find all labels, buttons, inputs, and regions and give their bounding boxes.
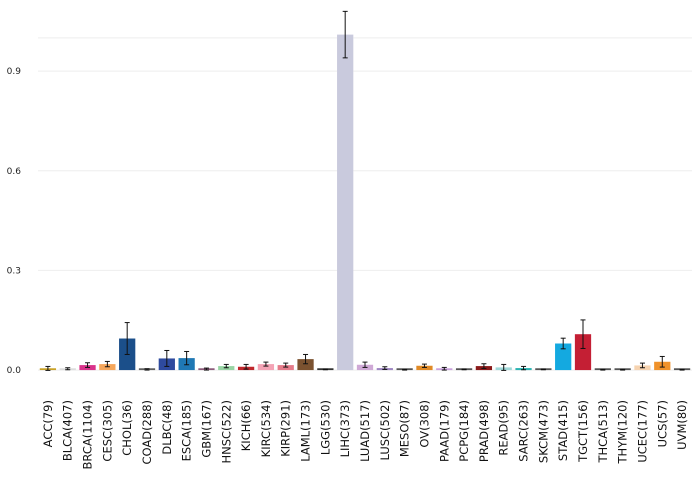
- x-tick-label: BRCA(1104): [81, 400, 95, 469]
- x-tick-label: THCA(513): [596, 400, 610, 464]
- error-bar-thym-120: [620, 368, 626, 371]
- x-tick-label: KICH(66): [239, 400, 253, 451]
- x-tick-label: LAML(173): [299, 400, 313, 462]
- error-bar-prad-498: [481, 363, 487, 369]
- error-bar-lusc-502: [382, 366, 388, 370]
- x-tick-label: GBM(167): [199, 400, 213, 458]
- error-bar-thca-513: [600, 368, 606, 371]
- x-tick-label: PCPG(184): [457, 400, 471, 462]
- x-tick-label: SARC(263): [517, 400, 531, 462]
- error-bar-sarc-263: [521, 365, 527, 371]
- x-tick-label: KIRC(534): [259, 400, 273, 457]
- bar-lihc-373: [337, 34, 354, 371]
- y-axis-ticks: 0.0 0.3 0.6 0.9: [7, 67, 22, 376]
- x-tick-label: THYM(120): [616, 400, 630, 465]
- x-tick-label: ESCA(185): [180, 400, 194, 461]
- bar-laml-173: [297, 359, 314, 371]
- error-bar-esca-185: [184, 350, 190, 366]
- x-tick-label: LGG(530): [318, 400, 332, 455]
- error-bar-paad-179: [441, 366, 447, 371]
- error-bar-skcm-473: [540, 368, 546, 371]
- error-bar-read-95: [501, 363, 507, 371]
- error-bar-blca-407: [65, 367, 71, 371]
- error-bars: [45, 10, 685, 371]
- error-bar-dlbc-48: [164, 349, 170, 367]
- error-bar-tgct-156: [580, 319, 586, 349]
- error-bar-kirc-534: [263, 361, 269, 367]
- x-tick-label: CHOL(36): [120, 400, 134, 456]
- error-bar-luad-517: [362, 361, 368, 368]
- error-bar-lihc-373: [342, 10, 348, 59]
- error-bar-ov-308: [421, 363, 427, 368]
- y-tick-label: 0.3: [7, 266, 21, 276]
- error-bar-hnsc-522: [223, 363, 229, 369]
- error-bar-stad-415: [560, 337, 566, 350]
- x-tick-label: LUAD(517): [358, 400, 372, 462]
- x-tick-label: SKCM(473): [536, 400, 550, 463]
- error-bar-meso-87: [402, 368, 408, 371]
- error-bar-acc-79: [45, 365, 51, 371]
- bar-tgct-156: [574, 334, 592, 371]
- error-bar-cesc-305: [104, 360, 110, 368]
- x-tick-label: BLCA(407): [61, 400, 75, 461]
- error-bar-ucec-177: [639, 362, 645, 369]
- x-tick-label: READ(95): [497, 400, 511, 456]
- y-tick-label: 0.9: [7, 67, 22, 77]
- x-tick-label: UVM(80): [675, 400, 689, 450]
- x-tick-label: CESC(305): [100, 400, 114, 462]
- x-tick-label: KIRP(291): [279, 400, 293, 457]
- x-tick-label: DLBC(48): [160, 400, 174, 455]
- x-tick-label: STAD(415): [556, 400, 570, 461]
- x-tick-label: PAAD(179): [437, 400, 451, 462]
- grid-lines: [38, 37, 692, 371]
- x-tick-label: PRAD(498): [477, 400, 491, 462]
- error-bar-kirp-291: [283, 362, 289, 368]
- error-bar-chol-36: [124, 322, 130, 355]
- error-bar-lgg-530: [322, 368, 328, 371]
- y-tick-label: 0.6: [7, 167, 22, 177]
- x-tick-label: UCEC(177): [635, 400, 649, 463]
- x-axis-ticks: ACC(79) BLCA(407) BRCA(1104) CESC(305) CHOL(…: [41, 400, 689, 469]
- error-bar-laml-173: [303, 353, 309, 365]
- error-bar-uvm-80: [679, 368, 685, 371]
- x-tick-label: TGCT(156): [576, 400, 590, 463]
- x-tick-label: ACC(79): [41, 400, 55, 447]
- error-bar-brca-1104: [85, 362, 91, 368]
- y-tick-label: 0.0: [7, 366, 22, 376]
- x-tick-label: UCS(57): [655, 400, 669, 447]
- bars: [39, 34, 691, 371]
- error-bar-kich-66: [243, 363, 249, 370]
- x-tick-label: LIHC(373): [338, 400, 352, 457]
- x-tick-label: HNSC(522): [219, 400, 233, 464]
- x-tick-label: OV(308): [417, 400, 431, 448]
- bar-kirc-534: [257, 364, 275, 371]
- x-tick-label: MESO(87): [398, 400, 412, 457]
- x-tick-label: LUSC(502): [378, 400, 392, 461]
- error-bar-ucs-57: [659, 355, 665, 368]
- x-tick-label: COAD(288): [140, 400, 154, 465]
- error-bar-pcpg-184: [461, 368, 467, 371]
- error-bar-coad-288: [144, 368, 150, 371]
- error-bar-gbm-167: [203, 367, 209, 371]
- bar-stad-415: [555, 343, 572, 371]
